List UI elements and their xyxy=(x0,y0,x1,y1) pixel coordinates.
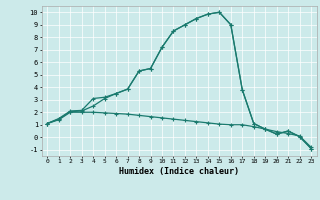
X-axis label: Humidex (Indice chaleur): Humidex (Indice chaleur) xyxy=(119,167,239,176)
